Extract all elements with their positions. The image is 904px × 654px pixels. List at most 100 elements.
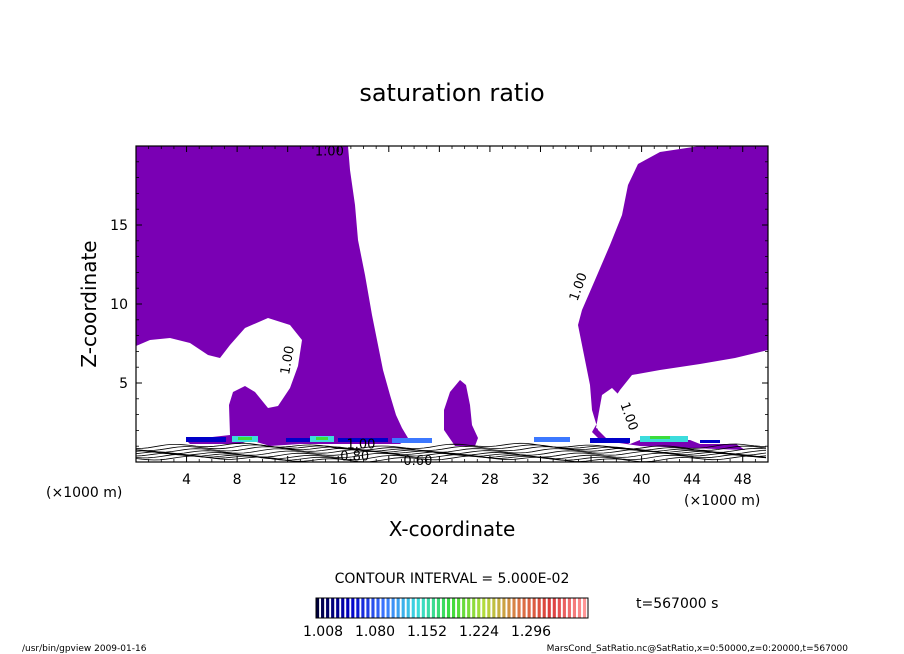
y-tick-label: 15 — [110, 218, 128, 234]
x-axis: 4 8 12 16 20 24 28 32 36 40 44 48 — [148, 146, 756, 488]
x-axis-label: X-coordinate — [389, 517, 516, 541]
colorbar-stripe — [396, 598, 400, 618]
surface-contour-line — [136, 454, 767, 461]
surface-contour-line — [136, 446, 767, 453]
y-tick-label: 10 — [110, 297, 128, 313]
colorbar-stripe — [562, 598, 566, 618]
colorbar-stripe — [446, 598, 451, 618]
colorbar-tick-label: 1.080 — [355, 624, 395, 640]
surface-contour-line — [136, 442, 767, 450]
contour-label: 1.00 — [315, 144, 344, 159]
colorbar-stripe — [492, 598, 496, 618]
colorbar-stripe — [547, 598, 551, 618]
subsaturated-hole-3 — [612, 430, 630, 440]
surface-contours — [136, 442, 767, 462]
colorbar-stripe — [341, 598, 345, 618]
footer-right: MarsCond_SatRatio.nc@SatRatio,x=0:50000,… — [547, 644, 849, 654]
x-tick-label: 40 — [633, 472, 651, 488]
colorbar-stripe — [527, 598, 531, 618]
colorbar-stripe — [391, 598, 395, 618]
x-tick-label: 24 — [430, 472, 448, 488]
colorbar-stripe — [381, 598, 385, 618]
contour-label: 0.60 — [403, 454, 432, 469]
colorbar — [316, 598, 587, 618]
colorbar-stripe — [467, 598, 471, 618]
colorbar-stripe — [416, 598, 420, 618]
colorbar-stripe — [522, 598, 526, 618]
colorbar-stripe — [401, 598, 405, 618]
y-tick-label: 5 — [119, 376, 128, 392]
colorbar-stripe — [577, 598, 582, 618]
contour-label: 1.00 — [347, 438, 376, 453]
colorbar-stripe — [361, 598, 365, 618]
colorbar-stripe — [316, 598, 320, 618]
contour-label: 1.00 — [616, 400, 640, 432]
colorbar-stripe — [356, 598, 360, 618]
surface-contour-line — [136, 444, 767, 452]
colorbar-stripe — [507, 598, 511, 618]
colorbar-stripe — [457, 598, 461, 618]
colorbar-stripe — [421, 598, 425, 618]
colorbar-frame — [315, 597, 589, 619]
x-tick-label: 36 — [582, 472, 600, 488]
x-tick-label: 44 — [683, 472, 701, 488]
colorbar-stripe — [487, 598, 491, 618]
supersaturated-region-left — [136, 146, 408, 446]
x-tick-label: 20 — [380, 472, 398, 488]
colorbar-tick-label: 1.008 — [303, 624, 343, 640]
colorbar-stripe — [482, 598, 486, 618]
colorbar-stripe — [436, 598, 441, 618]
colorbar-stripe — [376, 598, 380, 618]
colorbar-stripe — [462, 598, 466, 618]
colorbar-stripe — [331, 598, 335, 618]
supersaturated-cell-center — [444, 380, 478, 446]
colorbar-stripe — [582, 598, 587, 618]
colorbar-stripe — [366, 598, 370, 618]
chart-title: saturation ratio — [359, 79, 544, 107]
colorbar-ticks: 1.008 1.080 1.152 1.224 1.296 — [303, 624, 551, 640]
x-tick-label: 8 — [233, 472, 242, 488]
x-tick-label: 28 — [481, 472, 499, 488]
colorbar-stripe — [502, 598, 506, 618]
x-tick-label: 4 — [182, 472, 191, 488]
contour-interval: CONTOUR INTERVAL = 5.000E-02 — [335, 571, 570, 587]
colorbar-stripe — [426, 598, 430, 618]
colorbar-stripe — [557, 598, 561, 618]
surface-streaks — [186, 436, 720, 443]
colorbar-stripe — [406, 598, 410, 618]
colorbar-stripe — [572, 598, 577, 618]
colorbar-stripe — [567, 598, 571, 618]
surface-contour-line — [136, 447, 767, 455]
colorbar-stripe — [472, 598, 476, 618]
x-unit-left: (×1000 m) — [46, 485, 122, 501]
x-tick-label: 16 — [329, 472, 347, 488]
colorbar-stripe — [532, 598, 536, 618]
colorbar-stripe — [517, 598, 521, 618]
y-axis-label: Z-coordinate — [77, 240, 101, 367]
x-tick-label: 12 — [279, 472, 297, 488]
contour-label: 1.00 — [278, 345, 298, 376]
x-tick-label: 48 — [734, 472, 752, 488]
colorbar-stripe — [441, 598, 446, 618]
colorbar-tick-label: 1.152 — [407, 624, 447, 640]
colorbar-stripe — [411, 598, 415, 618]
colorbar-stripe — [512, 598, 516, 618]
plot-area — [136, 146, 768, 462]
colorbar-stripe — [477, 598, 481, 618]
colorbar-stripe — [351, 598, 355, 618]
colorbar-stripe — [336, 598, 340, 618]
x-tick-label: 32 — [532, 472, 550, 488]
colorbar-stripe — [326, 598, 330, 618]
footer-left: /usr/bin/gpview 2009-01-16 — [22, 644, 147, 654]
subsaturated-hole-2 — [660, 402, 684, 430]
colorbar-stripe — [537, 598, 541, 618]
colorbar-stripe — [371, 598, 375, 618]
supersaturated-region-right — [578, 146, 768, 450]
colorbar-stripe — [431, 598, 435, 618]
colorbar-stripe — [497, 598, 501, 618]
colorbar-stripe — [452, 598, 456, 618]
subsaturated-hole-1 — [596, 388, 620, 432]
contour-label: 0.80 — [340, 449, 369, 464]
colorbar-tick-label: 1.296 — [511, 624, 551, 640]
